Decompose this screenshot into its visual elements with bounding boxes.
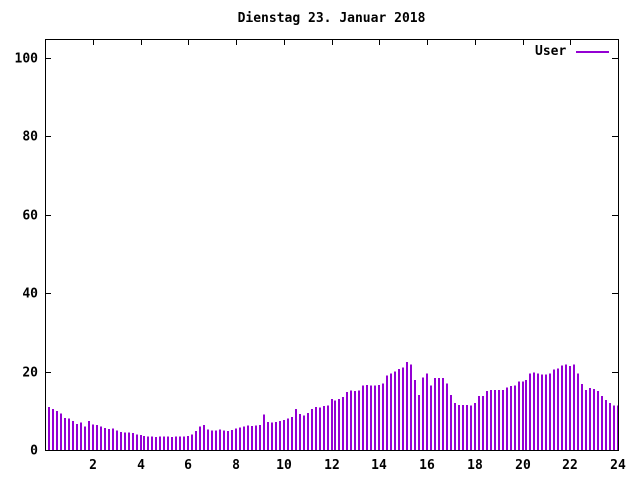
svg-text:18: 18	[467, 458, 483, 473]
chart-title: Dienstag 23. Januar 2018	[237, 11, 426, 26]
legend: User	[535, 44, 610, 59]
legend-line-sample	[576, 51, 610, 53]
svg-text:4: 4	[137, 458, 145, 473]
axis-ticks	[45, 39, 619, 451]
svg-text:6: 6	[184, 458, 192, 473]
svg-text:60: 60	[22, 209, 38, 224]
svg-text:8: 8	[232, 458, 240, 473]
plot-border	[45, 39, 619, 451]
legend-label: User	[535, 44, 567, 59]
svg-text:22: 22	[562, 458, 578, 473]
svg-text:20: 20	[22, 366, 38, 381]
svg-text:40: 40	[22, 287, 38, 302]
svg-text:100: 100	[15, 52, 39, 67]
svg-text:10: 10	[276, 458, 292, 473]
svg-text:2: 2	[89, 458, 97, 473]
svg-text:16: 16	[419, 458, 435, 473]
svg-text:12: 12	[324, 458, 340, 473]
svg-text:14: 14	[371, 458, 387, 473]
svg-text:0: 0	[30, 444, 38, 459]
x-tick-labels: 2 4 6 8 10 12 14 16 18 20 22 24	[89, 458, 626, 473]
bars-series-user	[48, 361, 619, 450]
svg-text:24: 24	[610, 458, 626, 473]
y-tick-labels: 0 20 40 60 80 100	[15, 52, 39, 459]
svg-text:20: 20	[515, 458, 531, 473]
svg-text:80: 80	[22, 130, 38, 145]
